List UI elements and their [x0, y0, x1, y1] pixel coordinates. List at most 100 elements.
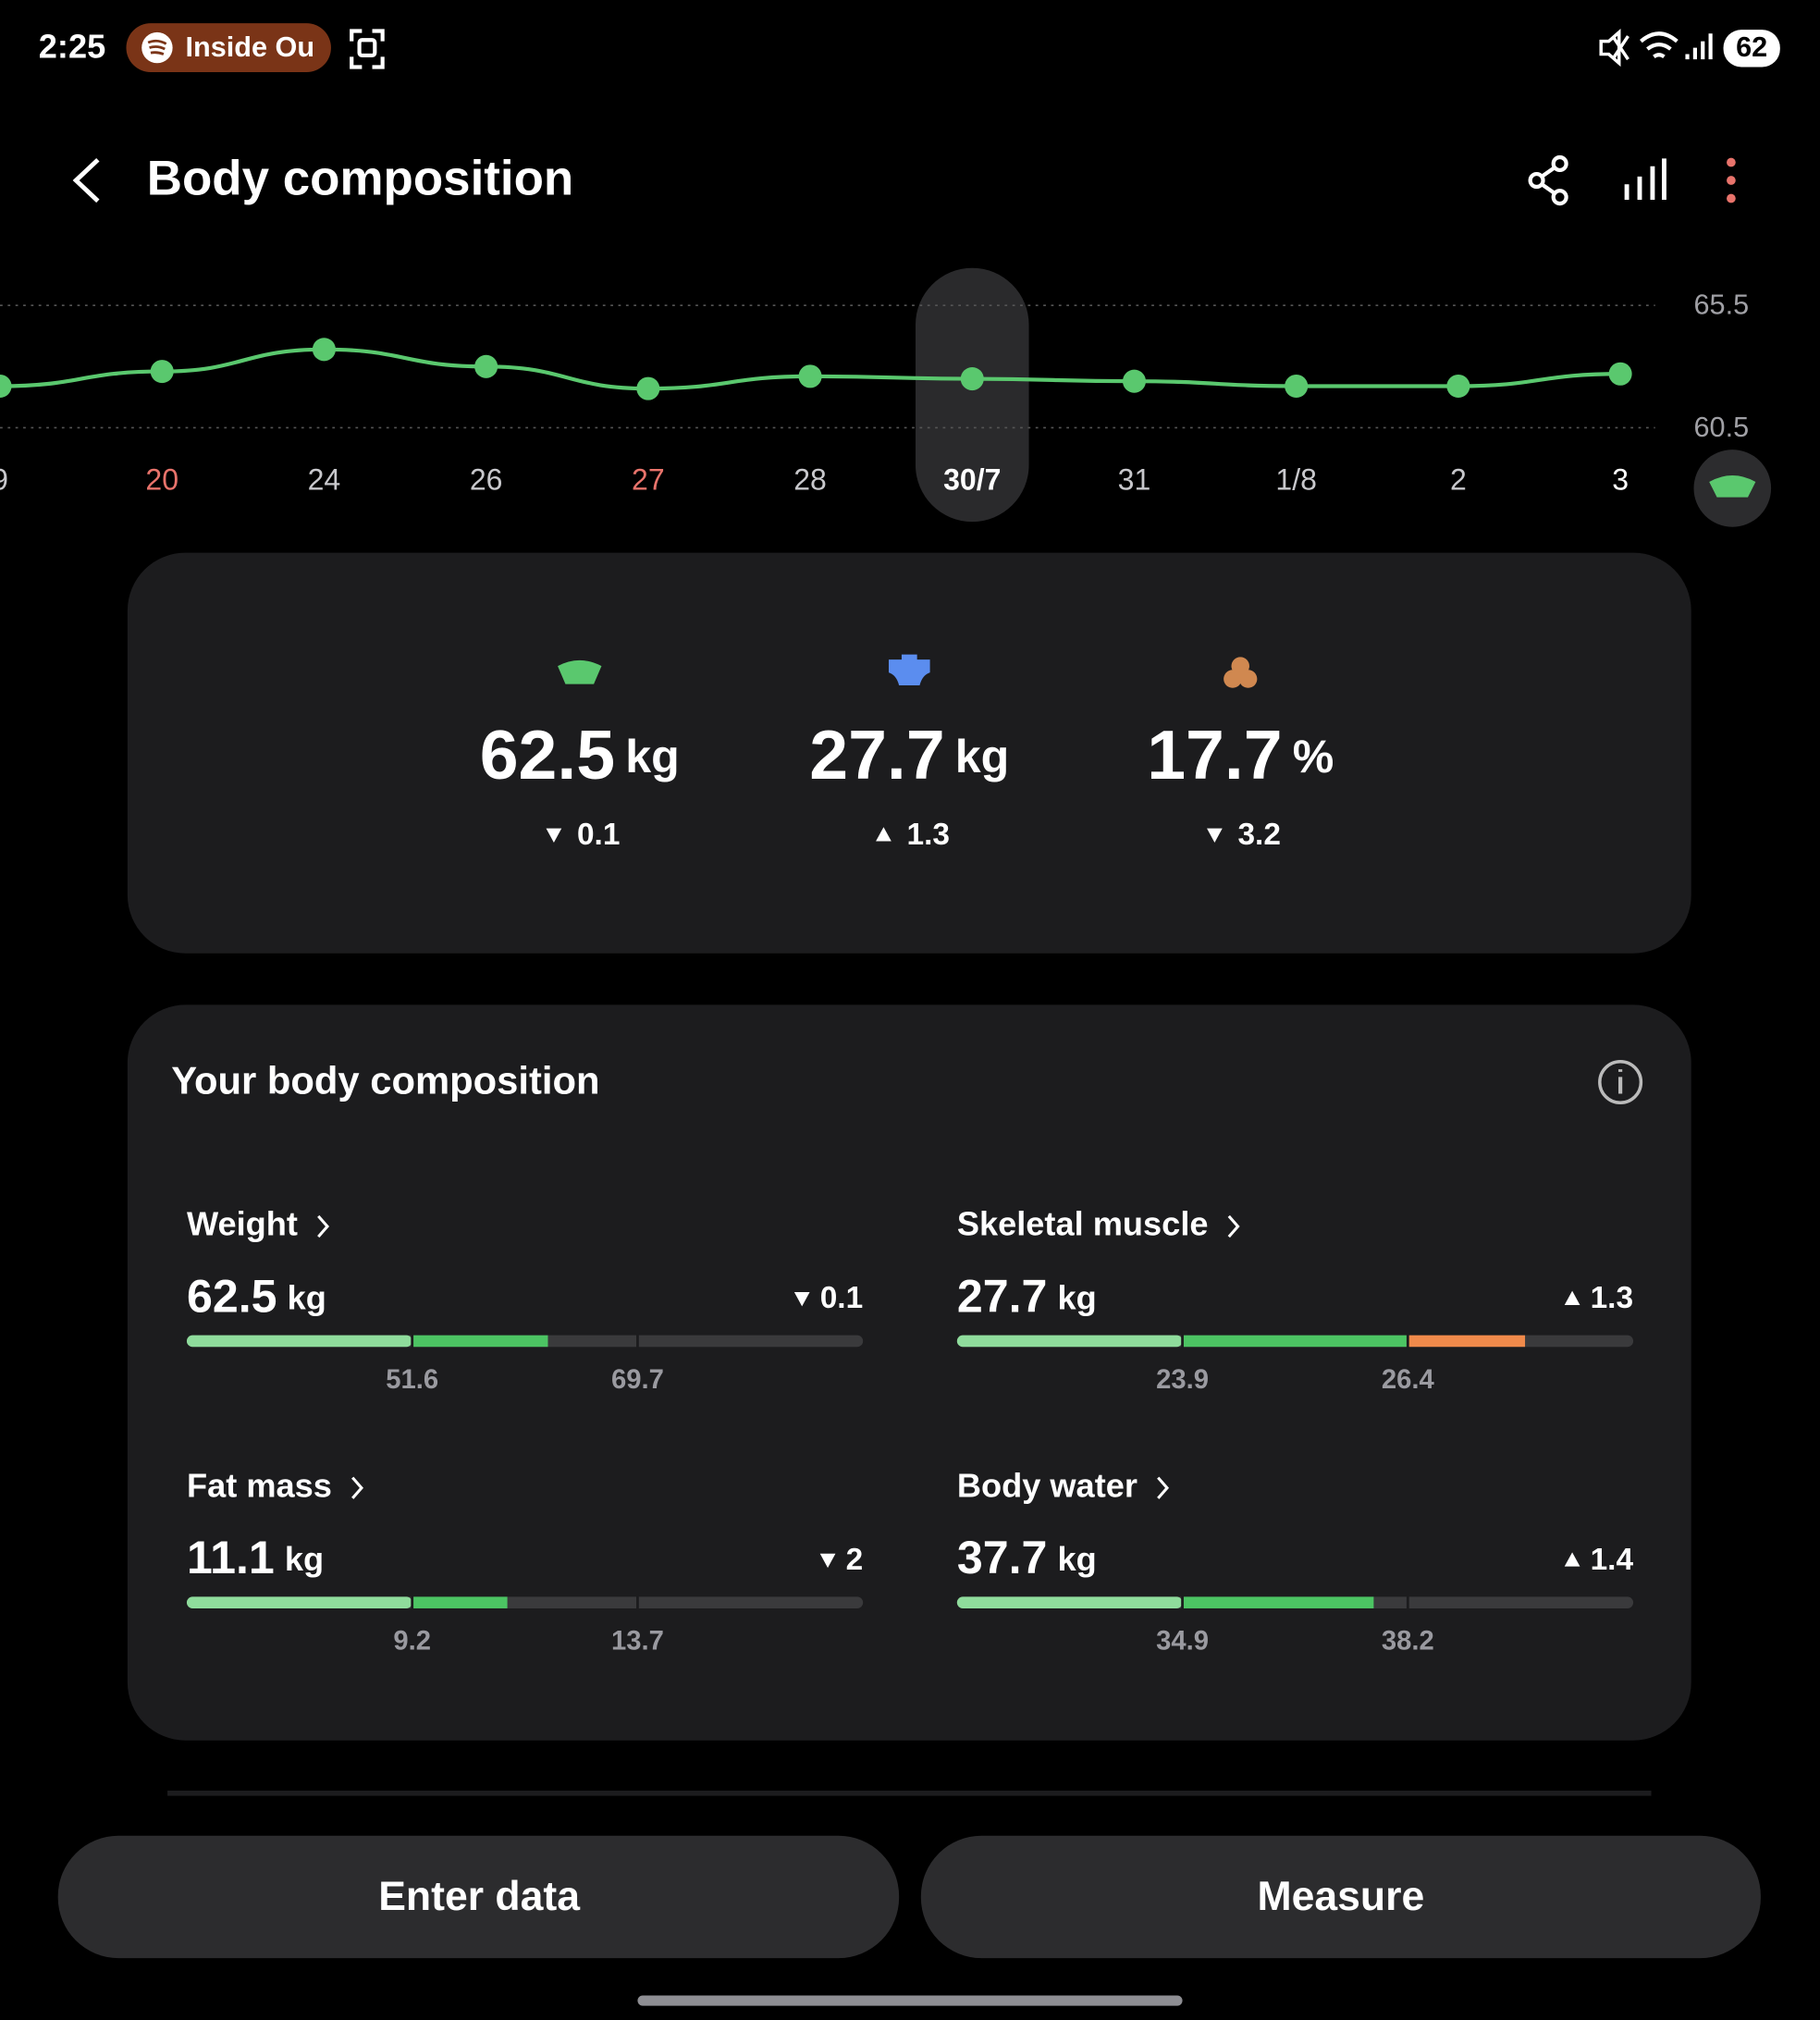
- metric-value: 37.7: [957, 1532, 1048, 1583]
- metric-unit: kg: [288, 1278, 326, 1316]
- range-fill-low: [956, 1596, 1183, 1608]
- composition-card: [127, 1004, 1691, 1741]
- enter-data-label: Enter data: [378, 1874, 581, 1919]
- muscle-icon: [889, 654, 930, 686]
- range-fill-low: [186, 1596, 412, 1608]
- composition-title: Your body composition: [171, 1058, 599, 1102]
- x-tick-label[interactable]: 31: [1118, 462, 1151, 496]
- metric-value: 11.1: [187, 1532, 275, 1583]
- metric-value: 27.7: [957, 1271, 1048, 1323]
- metric-change: 1.4: [1591, 1543, 1634, 1577]
- metric-value-line: 37.7 kg: [957, 1532, 1097, 1583]
- info-button[interactable]: [1598, 1059, 1643, 1105]
- scale-icon: [1709, 474, 1756, 498]
- wifi-icon: [1640, 31, 1679, 59]
- metric-name[interactable]: Weight: [187, 1205, 298, 1243]
- battery: [1723, 30, 1780, 68]
- y-tick-label: 65.5: [1694, 289, 1750, 321]
- summary-unit: kg: [625, 731, 680, 782]
- range-fill-value: [412, 1596, 508, 1608]
- screenshot-icon: [350, 29, 385, 69]
- metric-change: 2: [846, 1543, 864, 1577]
- metric-name[interactable]: Body water: [957, 1466, 1138, 1504]
- metric-trend-arrow: [1564, 1290, 1580, 1305]
- summary-value-line: 62.5 kg: [480, 716, 680, 794]
- range-fill-low: [186, 1335, 412, 1348]
- metric-change: 1.3: [1591, 1281, 1633, 1315]
- range-fill-value: [1182, 1596, 1374, 1608]
- x-tick-label[interactable]: 20: [145, 462, 178, 496]
- weight-point: [960, 367, 984, 391]
- summary-change: 3.2: [1237, 818, 1280, 852]
- metric-trend-arrow: [1564, 1552, 1580, 1567]
- metric-name[interactable]: Skeletal muscle: [957, 1205, 1209, 1243]
- enter-data-button[interactable]: [57, 1835, 900, 1959]
- metric-unit: kg: [1058, 1278, 1097, 1316]
- summary-trend-arrow: [546, 828, 562, 843]
- clock: 2:25: [39, 28, 105, 66]
- screenshot-icon-inner: [357, 38, 377, 58]
- metric-chevron: [351, 1476, 363, 1499]
- range-label: 23.9: [1156, 1365, 1209, 1395]
- back-button[interactable]: [72, 157, 100, 203]
- x-tick-label[interactable]: 9: [0, 462, 8, 496]
- weight-point: [636, 376, 660, 400]
- summary-value-line: 17.7%: [1147, 716, 1334, 794]
- media-pill[interactable]: [126, 23, 331, 73]
- summary-trend-arrow: [876, 827, 892, 842]
- summary-card: [127, 552, 1691, 954]
- summary: 62.5 kg0.127.7 kg1.317.7 %3.2: [480, 654, 1334, 852]
- x-tick-label[interactable]: 28: [793, 462, 827, 496]
- share-button[interactable]: [1528, 154, 1568, 206]
- summary-value-line: 27.7 kg: [809, 716, 1009, 794]
- range-label: 9.2: [393, 1627, 431, 1657]
- range-label: 34.9: [1156, 1627, 1209, 1657]
- x-tick-label[interactable]: 30/7: [943, 462, 1001, 496]
- metric-value-line: 27.7 kg: [957, 1271, 1097, 1323]
- weight-point: [150, 360, 174, 384]
- range-fill-low: [956, 1335, 1183, 1348]
- weight-icon: [558, 659, 602, 684]
- range-label: 26.4: [1382, 1365, 1435, 1395]
- metric-value-line: 11.1 kg: [187, 1532, 324, 1583]
- metric-name[interactable]: Fat mass: [187, 1466, 332, 1504]
- metric-trend-arrow: [819, 1553, 836, 1569]
- media-title: Inside Ou: [186, 31, 315, 63]
- weight-point: [0, 374, 12, 399]
- y-tick-label: 60.5: [1694, 412, 1750, 443]
- x-tick-label[interactable]: 24: [308, 462, 341, 496]
- metric-trend-arrow: [793, 1292, 810, 1307]
- summary-value: 17.7: [1147, 716, 1282, 794]
- x-tick-label[interactable]: 1/8: [1275, 462, 1317, 496]
- x-tick-label[interactable]: 3: [1612, 462, 1629, 496]
- weight-point: [1285, 374, 1309, 399]
- measure-label: Measure: [1258, 1874, 1425, 1919]
- metric-value: 62.5: [187, 1271, 277, 1323]
- summary-unit: %: [1293, 731, 1334, 782]
- weight-point: [312, 338, 336, 362]
- home-indicator: [637, 1995, 1183, 2006]
- fat-icon: [1231, 657, 1249, 675]
- x-tick-label[interactable]: 26: [470, 462, 503, 496]
- more-button[interactable]: [1727, 157, 1736, 203]
- weight-chart: 60.5 65.5 9 20 24 26 27 28 30/7 31 1/8 2 3: [0, 267, 1750, 523]
- metric-unit: kg: [285, 1540, 324, 1578]
- range-fill-value: [1182, 1335, 1408, 1348]
- x-tick-label[interactable]: 27: [632, 462, 665, 496]
- trends-button[interactable]: [1624, 158, 1666, 200]
- battery-level: 62: [1736, 31, 1767, 63]
- weight-point: [1446, 374, 1470, 399]
- mute-icon: [1599, 29, 1629, 68]
- range-label: 38.2: [1382, 1627, 1434, 1657]
- weight-point: [1122, 369, 1147, 393]
- measure-button[interactable]: [920, 1835, 1761, 1959]
- page-title: Body composition: [147, 151, 573, 205]
- range-fill-value: [412, 1335, 548, 1348]
- range-fill-over: [1408, 1335, 1526, 1348]
- weight-point: [1608, 362, 1632, 386]
- x-tick-label[interactable]: 2: [1450, 462, 1467, 496]
- weight-point: [798, 364, 822, 388]
- range-label: 13.7: [611, 1627, 664, 1657]
